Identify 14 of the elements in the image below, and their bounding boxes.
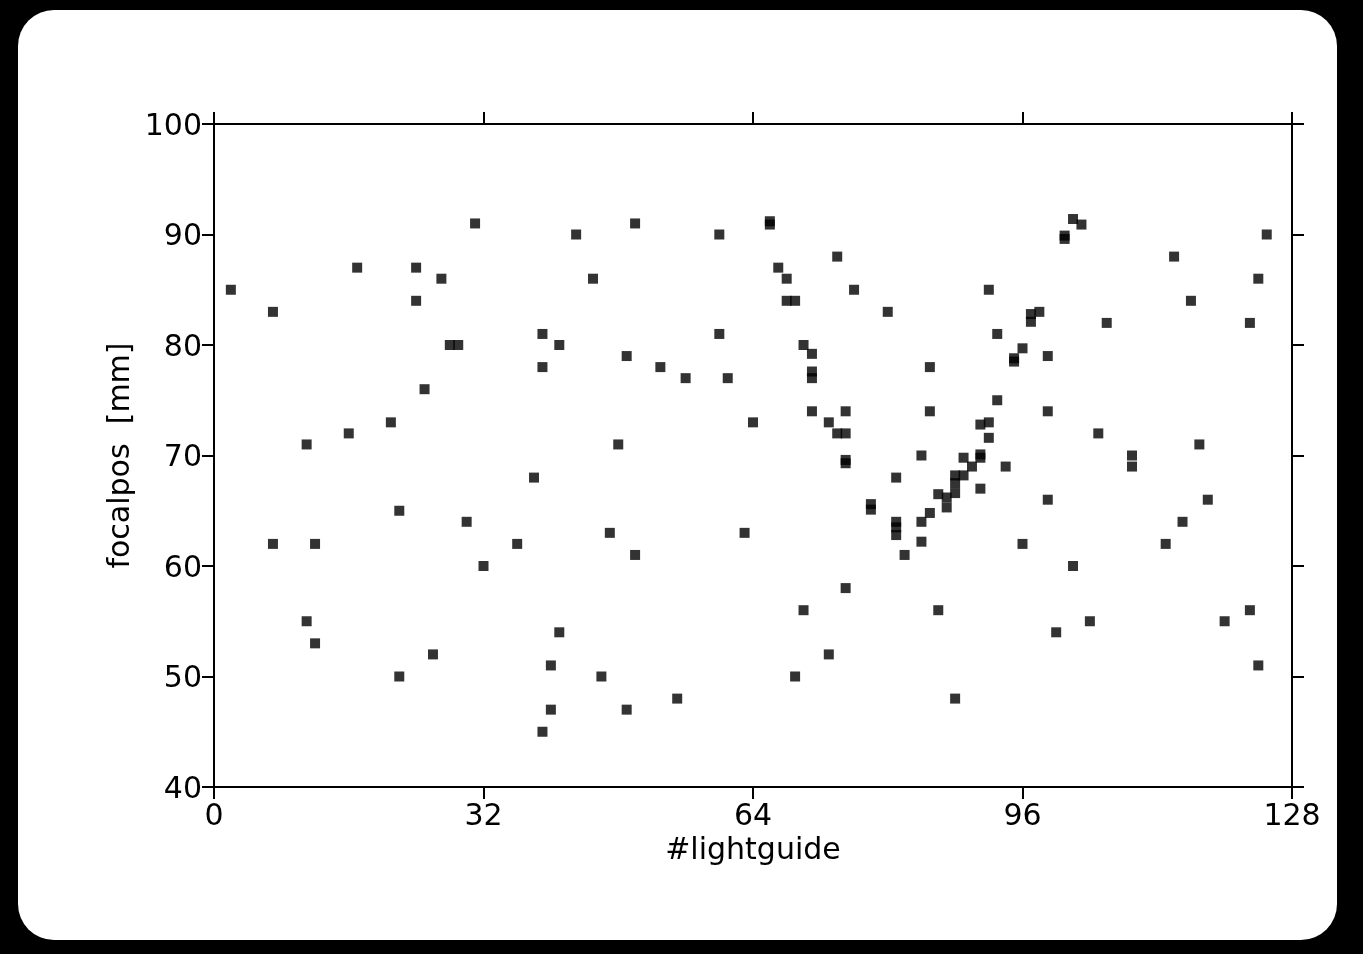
x-tick-label: 96 (1003, 796, 1042, 832)
x-tick-label: 0 (204, 796, 224, 832)
x-tick-label: 32 (464, 796, 503, 832)
y-tick-label: 40 (163, 769, 202, 805)
y-tick-label: 60 (163, 548, 202, 584)
y-tick-label: 90 (163, 217, 202, 252)
y-tick-label: 70 (163, 438, 202, 473)
y-tick-label: 80 (163, 327, 202, 363)
y-axis-title: focalpos [mm] (101, 342, 137, 569)
y-tick-label: 50 (163, 659, 202, 694)
x-tick-label: 64 (733, 796, 773, 832)
x-axis-title: #lightguide (665, 831, 841, 867)
x-tick-label: 128 (1263, 796, 1321, 832)
y-tick-label: 100 (144, 106, 202, 142)
